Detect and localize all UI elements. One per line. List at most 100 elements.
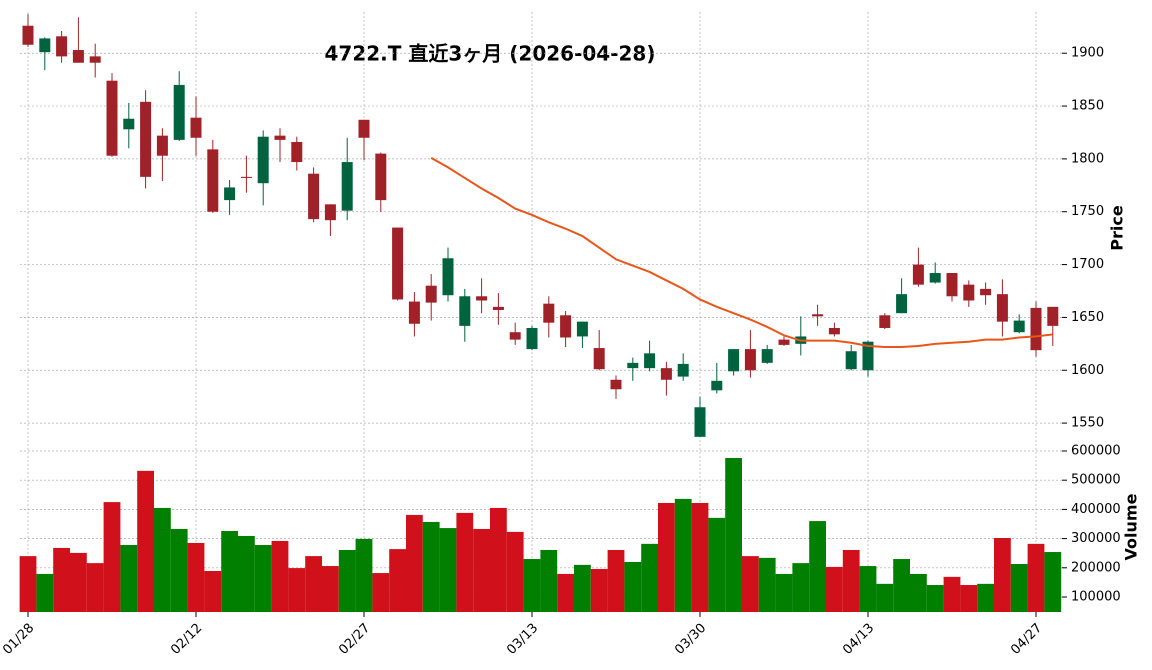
volume-bar bbox=[490, 507, 507, 612]
x-tick-label: 03/30 bbox=[672, 621, 709, 658]
volume-bar bbox=[406, 514, 423, 612]
candle-body bbox=[291, 141, 303, 163]
candle-body bbox=[492, 306, 504, 311]
x-tick-label: 02/27 bbox=[336, 621, 373, 658]
candle-body bbox=[1030, 307, 1042, 351]
candle-body bbox=[963, 284, 975, 301]
volume-bar bbox=[355, 538, 373, 612]
volume-bar bbox=[926, 585, 944, 612]
candle-body bbox=[459, 296, 471, 326]
candle-body bbox=[543, 303, 555, 323]
candle-body bbox=[526, 327, 538, 350]
volume-bar bbox=[170, 528, 188, 612]
volume-bar bbox=[506, 531, 524, 612]
volume-bar bbox=[658, 502, 675, 612]
volume-bar bbox=[977, 583, 994, 612]
candle-body bbox=[341, 162, 353, 211]
volume-bar bbox=[1027, 543, 1045, 612]
candle-body bbox=[308, 173, 320, 220]
candle-body bbox=[845, 351, 857, 370]
volume-bar bbox=[473, 528, 490, 612]
y-axis-label: Volume bbox=[1122, 493, 1141, 560]
candle-body bbox=[156, 135, 168, 156]
candle-body bbox=[106, 80, 118, 156]
candle-body bbox=[392, 227, 404, 300]
candle-body bbox=[711, 380, 723, 391]
volume-bar bbox=[288, 568, 306, 612]
y-tick-label: 400000 bbox=[1071, 502, 1121, 517]
candle-body bbox=[610, 379, 622, 390]
x-tick-label: 04/13 bbox=[840, 621, 877, 658]
volume-bar bbox=[994, 538, 1011, 612]
volume-bar bbox=[960, 585, 978, 612]
volume-bar bbox=[826, 566, 843, 612]
candle-body bbox=[509, 332, 521, 340]
candle-body bbox=[22, 25, 34, 45]
candle-body bbox=[257, 136, 269, 184]
volume-bar bbox=[86, 563, 104, 612]
candle-body bbox=[140, 101, 152, 177]
candle-body bbox=[224, 187, 236, 201]
volume-bar bbox=[641, 543, 658, 612]
candle-body bbox=[660, 368, 672, 380]
y-tick-label: 1850 bbox=[1071, 99, 1104, 114]
candle-body bbox=[862, 341, 874, 371]
volume-bar bbox=[19, 556, 37, 612]
volume-bar bbox=[221, 531, 238, 612]
volume-bar bbox=[607, 549, 625, 612]
candle-body bbox=[408, 301, 420, 324]
volume-bar bbox=[574, 564, 591, 612]
volume-bar bbox=[557, 573, 574, 612]
volume-bar bbox=[204, 571, 222, 612]
candle-body bbox=[173, 84, 185, 140]
candle-body bbox=[912, 264, 924, 285]
volume-bar bbox=[742, 556, 759, 612]
volume-bar bbox=[540, 549, 558, 612]
volume-bar bbox=[322, 566, 339, 612]
y-tick-label: 1750 bbox=[1071, 204, 1104, 219]
candle-body bbox=[694, 407, 706, 437]
volume-bar bbox=[389, 549, 406, 612]
volume-bar bbox=[154, 507, 171, 612]
candle-body bbox=[375, 153, 387, 201]
y-tick-label: 1650 bbox=[1071, 310, 1104, 325]
x-tick-label: 02/12 bbox=[168, 621, 205, 658]
candle-body bbox=[996, 294, 1008, 322]
volume-bar bbox=[758, 557, 776, 612]
volume-bar bbox=[725, 458, 742, 612]
volume-bar bbox=[809, 521, 826, 612]
y-tick-label: 100000 bbox=[1071, 589, 1121, 604]
volume-bar bbox=[103, 502, 121, 612]
volume-bar bbox=[70, 552, 87, 612]
volume-bar bbox=[338, 549, 356, 612]
candle-body bbox=[778, 339, 790, 345]
x-tick-label: 03/13 bbox=[504, 621, 541, 658]
volume-bar bbox=[238, 535, 255, 612]
volume-bar bbox=[876, 583, 894, 612]
volume-bar bbox=[422, 521, 440, 612]
volume-bar bbox=[120, 545, 138, 612]
x-tick-label: 04/27 bbox=[1008, 621, 1045, 658]
candle-body bbox=[240, 176, 252, 178]
volume-bar bbox=[842, 549, 860, 612]
y-tick-label: 300000 bbox=[1071, 531, 1121, 546]
volume-bar bbox=[439, 528, 457, 612]
candle-body bbox=[677, 363, 689, 377]
candle-body bbox=[207, 149, 219, 212]
candle-body bbox=[476, 296, 488, 301]
volume-bar bbox=[1044, 552, 1062, 612]
y-tick-label: 1550 bbox=[1071, 416, 1104, 431]
candle-body bbox=[896, 294, 908, 314]
candle-body bbox=[560, 315, 572, 338]
y-tick-label: 1900 bbox=[1071, 46, 1104, 61]
candle-body bbox=[39, 38, 51, 53]
volume-bar bbox=[943, 576, 961, 612]
candle-body bbox=[190, 117, 202, 138]
volume-bar bbox=[1010, 563, 1028, 612]
volume-bar bbox=[305, 556, 322, 612]
candle-body bbox=[828, 327, 840, 335]
candle-body bbox=[744, 349, 756, 371]
volume-bar bbox=[910, 573, 927, 612]
volume-bar bbox=[859, 566, 877, 612]
